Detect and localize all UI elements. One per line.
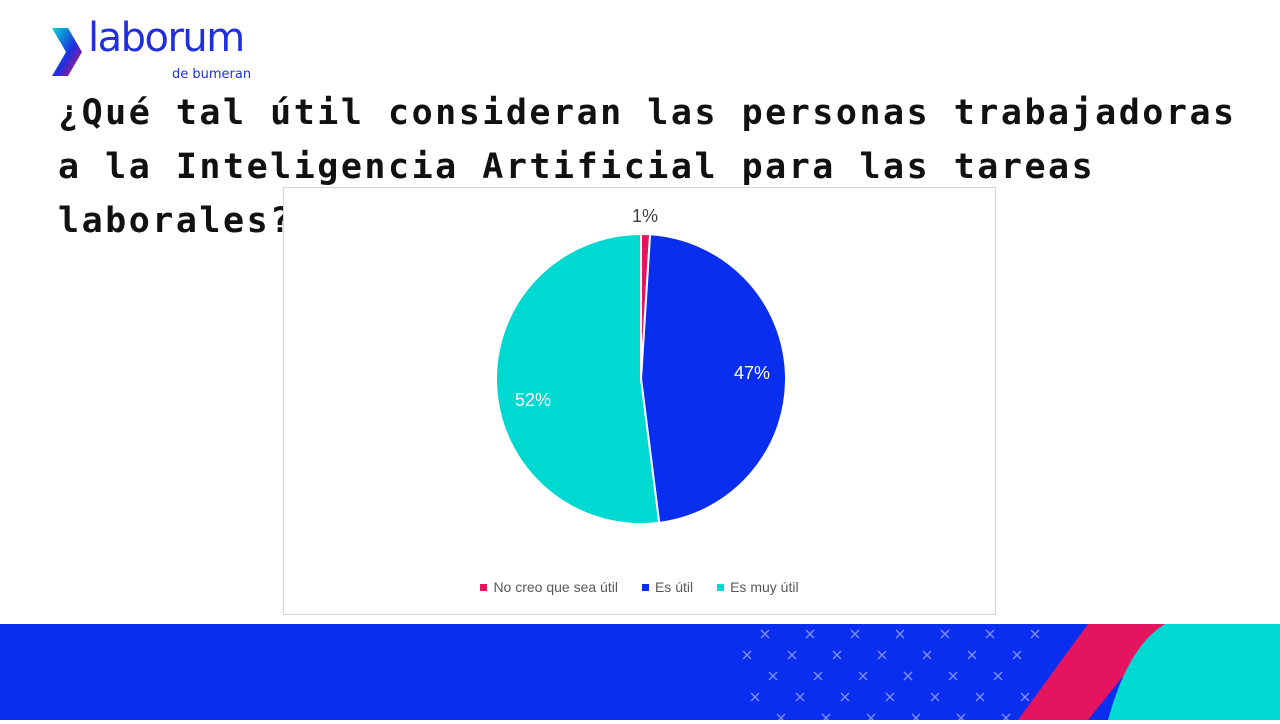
x-pattern-icon [885, 692, 895, 702]
logo-subtitle: de bumeran [172, 67, 252, 82]
x-pattern-icon [1030, 629, 1040, 639]
x-pattern-icon [940, 629, 950, 639]
x-pattern-icon [1012, 650, 1022, 660]
x-pattern-icon [750, 692, 760, 702]
legend-item-1: Es útil [641, 579, 694, 595]
x-pattern-icon [985, 629, 995, 639]
x-pattern-icon [1020, 692, 1030, 702]
chart-container: 1% 47% 52% No creo que sea útil Es útil Es m… [283, 187, 996, 615]
legend-swatch-icon [480, 583, 488, 591]
legend-swatch-icon [641, 583, 649, 591]
laborum-logo-icon [52, 28, 82, 76]
x-pattern-icon [742, 650, 752, 660]
data-label-1: 47% [734, 363, 770, 383]
logo-wordmark: laborum [88, 15, 245, 61]
x-pattern-icon [948, 671, 958, 681]
x-pattern-icon [787, 650, 797, 660]
data-label-0: 1% [632, 206, 658, 226]
legend-label: Es muy útil [730, 579, 799, 595]
footer-banner [0, 624, 1280, 723]
x-pattern-icon [922, 650, 932, 660]
x-pattern-icon [975, 692, 985, 702]
x-pattern-icon [877, 650, 887, 660]
pie-slice-1 [639, 233, 788, 524]
data-label-2: 52% [515, 390, 551, 410]
x-pattern-icon [903, 671, 913, 681]
chart-legend: No creo que sea útil Es útil Es muy útil [284, 579, 995, 595]
pie-slice-2 [495, 232, 661, 525]
x-pattern-icon [858, 671, 868, 681]
x-pattern-icon [993, 671, 1003, 681]
legend-label: No creo que sea útil [493, 579, 618, 595]
logo: laborum de bumeran [48, 18, 278, 86]
x-pattern-icon [930, 692, 940, 702]
legend-item-2: Es muy útil [717, 579, 799, 595]
x-pattern-icon [813, 671, 823, 681]
x-pattern-icon [895, 629, 905, 639]
x-pattern-icon [850, 629, 860, 639]
page-title: ¿Qué tal útil consideran las personas tr… [58, 93, 1237, 241]
x-pattern-icon [967, 650, 977, 660]
x-pattern-icon [795, 692, 805, 702]
footer-decoration [0, 624, 1280, 723]
legend-swatch-icon [717, 583, 725, 591]
x-pattern-icon [840, 692, 850, 702]
x-pattern-icon [832, 650, 842, 660]
legend-item-0: No creo que sea útil [480, 579, 618, 595]
x-pattern-icon [805, 629, 815, 639]
pie-chart: 1% 47% 52% [495, 206, 788, 525]
x-pattern-icon [760, 629, 770, 639]
x-pattern-icon [768, 671, 778, 681]
legend-label: Es útil [654, 579, 694, 595]
